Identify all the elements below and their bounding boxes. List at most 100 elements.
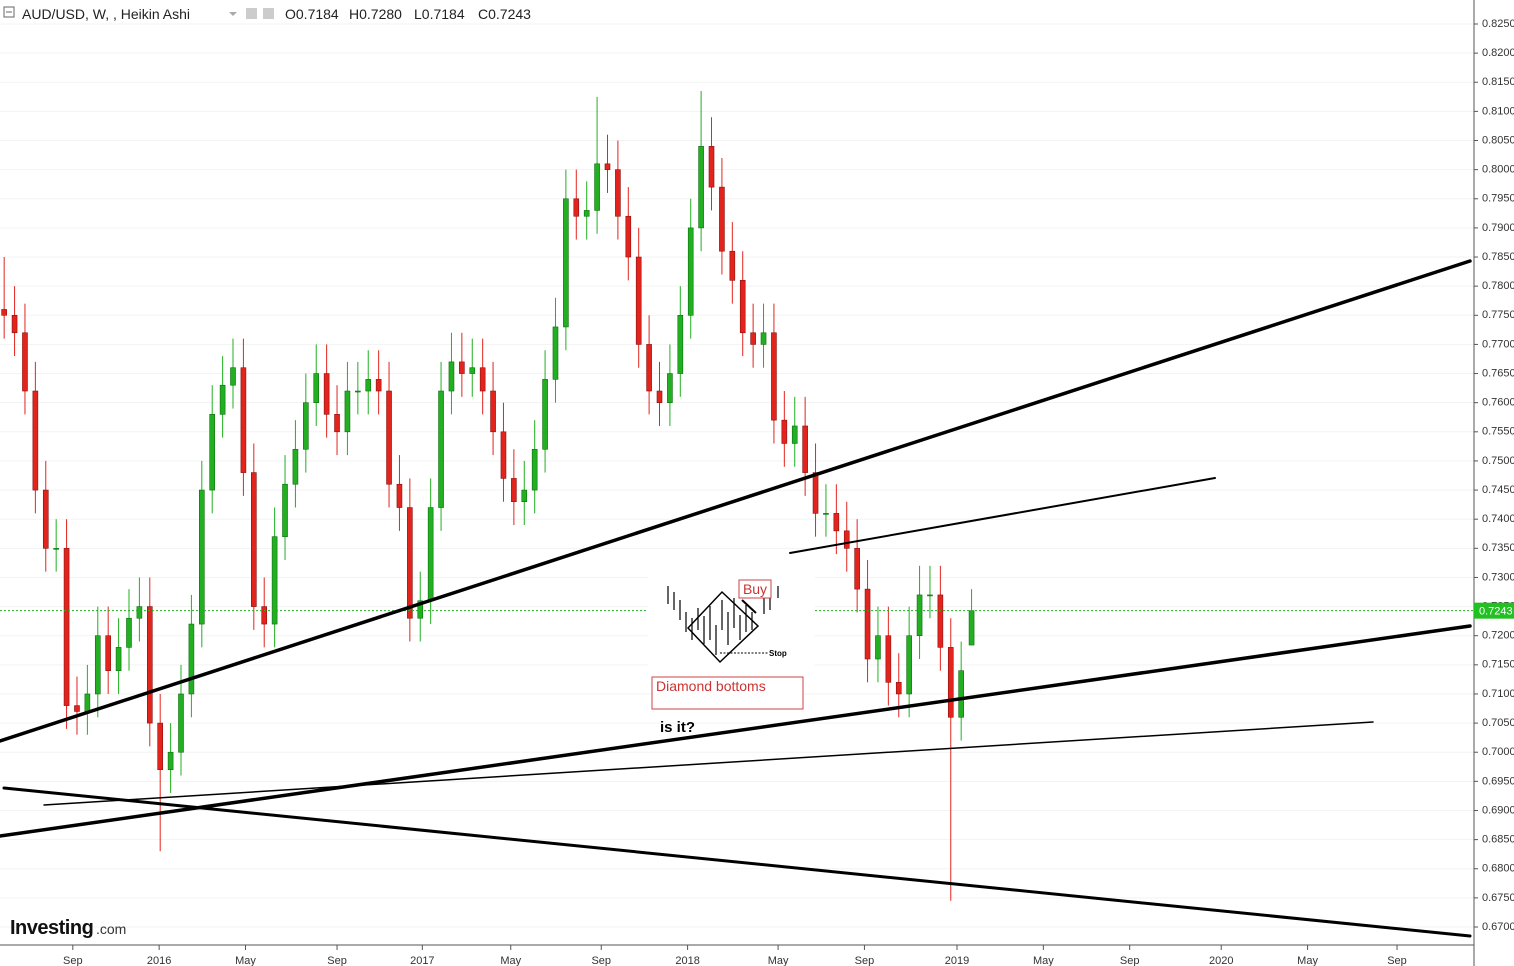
y-tick-label: 0.8200: [1482, 47, 1514, 59]
candle-body: [791, 425, 798, 444]
candle-body: [708, 146, 715, 188]
dropdown-arrow[interactable]: [229, 12, 237, 16]
candle-body: [521, 489, 528, 503]
x-tick-label: 2018: [675, 955, 699, 966]
y-tick-label: 0.7600: [1482, 397, 1514, 409]
candle-body: [573, 198, 580, 217]
candle-body: [947, 647, 954, 718]
x-tick-label: May: [1033, 955, 1054, 966]
inset-background: [648, 572, 815, 670]
question-label: is it?: [660, 719, 695, 736]
candle-body: [490, 390, 496, 433]
candle-body: [895, 682, 902, 695]
candle-body: [240, 367, 247, 473]
candle-body: [448, 361, 455, 392]
candle-body: [42, 489, 49, 549]
candle-body: [292, 448, 299, 485]
candle-body: [459, 361, 465, 374]
y-tick-label: 0.7900: [1482, 222, 1514, 234]
candle-body: [781, 419, 788, 444]
candle-body: [396, 483, 403, 508]
header: AUD/USD, W, , Heikin Ashi O0.7184 H0.728…: [3, 6, 531, 22]
candle-body: [84, 693, 91, 712]
candle-body: [355, 390, 361, 393]
candle-body: [958, 670, 964, 718]
buy-box: [738, 579, 772, 599]
candle-body: [927, 594, 933, 597]
brand-name: Investing: [10, 917, 93, 939]
candle-body: [885, 635, 892, 683]
candle-body: [511, 478, 517, 503]
candle-body: [843, 530, 850, 549]
candle-body: [251, 472, 257, 607]
y-tick-label: 0.6850: [1482, 834, 1514, 846]
diamond-inset: Buy Stop Diamond bottoms: [648, 572, 815, 710]
candle-body: [344, 390, 351, 433]
trend-line: [0, 259, 1472, 743]
candle-body: [864, 588, 871, 660]
candle-body: [552, 326, 559, 380]
y-tick-label: 0.7300: [1482, 571, 1514, 583]
candle-body: [771, 332, 777, 421]
candle-body: [469, 367, 476, 374]
candle-body: [750, 332, 756, 345]
candle-body: [646, 344, 652, 392]
candle-body: [823, 513, 829, 515]
trend-line: [789, 477, 1216, 554]
candle-body: [854, 548, 860, 590]
x-tick-label: May: [768, 955, 789, 966]
candle-body: [542, 379, 548, 450]
y-tick-label: 0.8100: [1482, 105, 1514, 117]
candle-body: [739, 280, 746, 334]
candle-body: [188, 623, 195, 695]
candle-body: [760, 332, 767, 345]
ohlc-low: L0.7184: [414, 6, 465, 22]
settings-icon[interactable]: [246, 8, 257, 19]
x-tick-label: Sep: [855, 955, 875, 966]
buy-arrow: [741, 599, 757, 614]
trend-line: [2, 786, 1472, 938]
x-tick-label: 2020: [1209, 955, 1233, 966]
candle-body: [323, 373, 330, 415]
close-icon[interactable]: [263, 8, 274, 19]
buy-label: Buy: [743, 581, 767, 597]
candle-body: [812, 472, 819, 514]
y-tick-label: 0.6700: [1482, 921, 1514, 933]
y-tick-label: 0.7800: [1482, 280, 1514, 292]
x-tick-label: Sep: [591, 955, 611, 966]
candle-body: [167, 751, 174, 771]
candle-body: [594, 163, 600, 211]
y-tick-label: 0.7500: [1482, 455, 1514, 467]
candle-body: [63, 548, 70, 706]
ohlc-close: C0.7243: [478, 6, 531, 22]
y-tick-label: 0.7700: [1482, 338, 1514, 350]
y-tick-label: 0.6750: [1482, 892, 1514, 904]
y-tick-label: 0.7100: [1482, 688, 1514, 700]
candle-body: [365, 379, 372, 392]
y-tick-label: 0.7650: [1482, 367, 1514, 379]
collapse-icon[interactable]: [3, 6, 15, 18]
candle-body: [126, 617, 132, 648]
candle-body: [875, 635, 881, 660]
candle-body: [74, 705, 80, 712]
candle-body: [334, 414, 340, 433]
y-tick-label: 0.7350: [1482, 542, 1514, 554]
candle-body: [635, 256, 642, 345]
candle-body: [115, 647, 122, 671]
candle-body: [417, 600, 424, 619]
candle-body: [500, 431, 507, 479]
candle-body: [531, 448, 538, 491]
last-price-label: 0.7243: [1479, 606, 1513, 618]
x-tick-label: 2016: [147, 955, 171, 966]
y-tick-label: 0.7150: [1482, 659, 1514, 671]
y-tick-label: 0.6800: [1482, 863, 1514, 875]
y-tick-label: 0.7750: [1482, 309, 1514, 321]
candle-body: [833, 513, 840, 532]
y-tick-label: 0.8250: [1482, 18, 1514, 30]
trend-line: [0, 624, 1472, 838]
candle-body: [656, 390, 663, 403]
candle-body: [1, 309, 7, 316]
candle-body: [230, 367, 236, 386]
candle-body: [583, 210, 590, 217]
